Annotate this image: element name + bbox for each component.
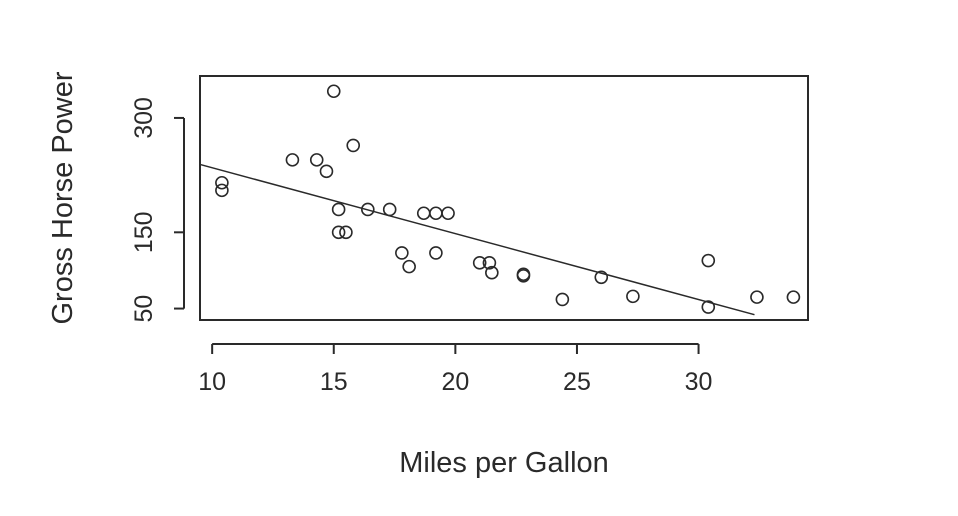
y-tick-label: 50: [130, 295, 158, 323]
y-tick-label: 150: [130, 211, 158, 253]
y-tick-label: 300: [130, 97, 158, 139]
data-point: [701, 300, 716, 314]
data-point: [701, 253, 716, 268]
x-tick-label: 25: [563, 368, 591, 396]
data-point: [346, 138, 361, 153]
data-point: [361, 202, 375, 217]
data-point: [319, 164, 334, 179]
data-point: [285, 153, 300, 167]
x-tick-label: 30: [685, 368, 713, 396]
data-point: [339, 225, 353, 240]
y-axis: 50 150 300: [130, 97, 185, 323]
data-point: [402, 259, 416, 274]
plot-frame: [199, 75, 809, 321]
regression-line-layer: [199, 163, 755, 316]
data-point: [482, 256, 497, 270]
regression-line: [199, 163, 755, 316]
data-point: [309, 153, 324, 167]
x-axis-label: Miles per Gallon: [399, 447, 609, 479]
x-tick-label: 10: [198, 368, 226, 396]
plot-area: [199, 84, 801, 316]
y-axis-label: Gross Horse Power: [47, 71, 79, 324]
data-point: [331, 225, 346, 240]
data-point: [382, 202, 397, 217]
x-axis: 10 15 20 25 30: [198, 343, 713, 396]
x-tick-label: 20: [441, 368, 469, 396]
data-point: [395, 246, 409, 260]
data-point: [485, 265, 499, 280]
points-layer: [215, 84, 801, 314]
data-point: [516, 267, 531, 282]
data-point: [331, 202, 346, 217]
x-tick-label: 15: [320, 368, 348, 396]
data-point: [326, 84, 341, 99]
data-point: [626, 289, 640, 304]
data-point: [472, 256, 487, 270]
data-point: [555, 292, 570, 307]
data-point: [786, 290, 801, 304]
data-point: [215, 175, 229, 190]
data-point: [215, 183, 229, 198]
data-point: [750, 290, 764, 304]
data-point: [441, 206, 455, 221]
data-point: [429, 246, 443, 260]
data-point: [594, 270, 609, 285]
